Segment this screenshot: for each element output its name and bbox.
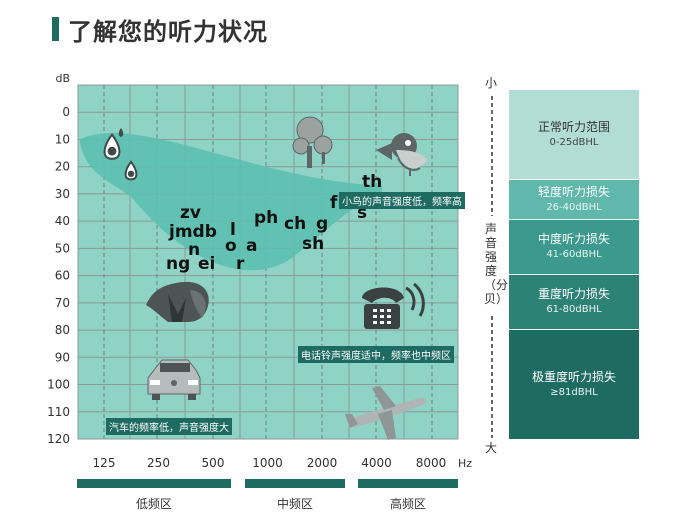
phoneme-label: jmdb [169, 222, 217, 242]
hearing-level-name: 重度听力损失 [537, 287, 610, 301]
y-tick-label: 10 [55, 132, 70, 146]
phoneme-label: ph [254, 208, 279, 228]
frequency-band-bar [358, 479, 458, 488]
y-tick-label: 60 [55, 269, 70, 283]
y-tick-label: 20 [55, 160, 70, 174]
phoneme-label: ch [284, 214, 307, 234]
phoneme-label: a [246, 236, 258, 256]
dog-icon [146, 281, 209, 322]
phoneme-label: ng [166, 254, 191, 274]
hearing-level-band: 正常听力范围 0-25dBHL [509, 90, 639, 179]
hearing-level-name: 中度听力损失 [537, 232, 610, 246]
phoneme-label: ei [198, 254, 216, 274]
plot-border [77, 84, 459, 440]
car-icon [147, 359, 201, 400]
hearing-level-band: 中度听力损失 41-60dBHL [509, 220, 639, 274]
speech-banana-area [79, 133, 382, 271]
frequency-band-bar [245, 479, 345, 488]
hearing-level-range: 0-25dBHL [549, 136, 599, 148]
airplane-icon [345, 386, 426, 440]
phoneme-label: sh [302, 234, 325, 254]
phoneme-label: g [316, 214, 329, 234]
frequency-band-label: 中频区 [277, 496, 313, 511]
hearing-level-band: 极重度听力损失 ≥81dBHL [509, 330, 639, 439]
y-tick-label: 70 [55, 296, 70, 310]
water-drop-icon [124, 160, 138, 181]
bird-icon [376, 133, 428, 176]
phoneme-label: f [330, 193, 338, 213]
hearing-level-name: 极重度听力损失 [531, 369, 616, 384]
y-tick-label: 120 [47, 432, 70, 446]
phoneme-label: n [188, 240, 201, 260]
hearing-level-name: 轻度听力损失 [537, 184, 610, 199]
frequency-band-label: 高频区 [390, 496, 426, 511]
phoneme-label: r [236, 254, 245, 274]
x-axis-unit: Hz [458, 457, 472, 470]
y-tick-label: 40 [55, 214, 70, 228]
hearing-level-range: 26-40dBHL [546, 201, 602, 213]
y-tick-label: 100 [47, 378, 70, 392]
phoneme-label: l [230, 220, 236, 240]
x-tick-label: 1000 [252, 456, 283, 470]
title-accent-bar [52, 17, 59, 41]
y-tick-label: 50 [55, 241, 70, 255]
page-title: 了解您的听力状况 [68, 18, 268, 46]
water-drop-icon [103, 132, 121, 160]
tree-icon [292, 116, 333, 168]
y-tick-label: 110 [47, 405, 70, 419]
x-tick-label: 4000 [361, 456, 392, 470]
x-tick-label: 125 [93, 456, 116, 470]
loudness-top-label: 小 [484, 76, 497, 90]
water-drop-icon [118, 128, 124, 137]
phoneme-label: th [362, 172, 383, 192]
x-tick-label: 250 [147, 456, 170, 470]
loudness-bottom-label: 大 [484, 441, 497, 455]
annotation-label: 汽车的频率低，声音强度大 [106, 418, 232, 435]
x-tick-label: 2000 [307, 456, 338, 470]
phoneme-label: o [225, 236, 237, 256]
hearing-level-range: 41-60dBHL [546, 249, 602, 260]
hearing-level-band: 轻度听力损失 26-40dBHL [509, 180, 639, 219]
hearing-level-range: ≥81dBHL [550, 386, 598, 398]
annotation-label: 小鸟的声音强度低，频率高 [339, 192, 465, 209]
hearing-level-band: 重度听力损失 61-80dBHL [509, 275, 639, 329]
annotation-label: 电话铃声强度适中，频率也中频区 [298, 346, 454, 363]
telephone-icon [362, 282, 425, 329]
frequency-band-bar [77, 479, 231, 488]
y-tick-label: 80 [55, 323, 70, 337]
y-axis-unit: dB [55, 72, 70, 85]
phoneme-label: zv [180, 203, 201, 223]
frequency-band-label: 低频区 [136, 497, 172, 511]
y-tick-label: 30 [55, 187, 70, 201]
phoneme-label: s [357, 203, 368, 223]
x-tick-label: 500 [202, 456, 225, 470]
x-tick-label: 8000 [416, 456, 447, 470]
hearing-level-range: 61-80dBHL [546, 304, 602, 315]
loudness-axis-label: 声音强度（分贝） [484, 222, 509, 306]
hearing-level-name: 正常听力范围 [537, 119, 610, 134]
y-tick-label: 90 [55, 350, 70, 364]
y-tick-label: 0 [62, 105, 70, 119]
